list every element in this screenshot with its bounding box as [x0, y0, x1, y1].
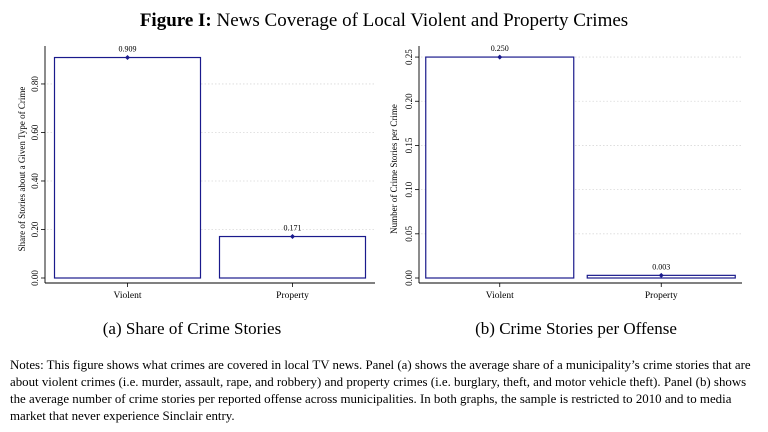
panel-b-caption: (b) Crime Stories per Offense: [475, 319, 677, 338]
panel-a-point-violent: [125, 55, 130, 61]
panel-b-ytick-label: 0.20: [404, 93, 414, 109]
panel-a-value-label-property: 0.171: [284, 224, 302, 233]
panel-a-value-label-violent: 0.909: [119, 45, 137, 54]
panel-b-ytick-label: 0.05: [404, 225, 414, 241]
figure-label: Figure I:: [139, 10, 212, 31]
panel-a-ytick-label: 0.00: [30, 270, 40, 286]
panel-b-ylabel: Number of Crime Stories per Crime: [389, 104, 399, 234]
panel-b-value-label-violent: 0.250: [491, 44, 509, 53]
figure-title: Figure I: News Coverage of Local Violent…: [0, 10, 768, 32]
panel-b-ytick-label: 0.15: [404, 137, 414, 153]
panel-a-xtick-label-violent: Violent: [114, 291, 142, 301]
panel-a-bar-violent: [53, 56, 202, 279]
panel-b-xtick-label-violent: Violent: [486, 291, 514, 301]
panel-a-xtick-label-property: Property: [276, 291, 309, 301]
panel-b-chart: 0.00 0.05 0.10 0.15 0.20 0.25 Number of Crime …: [389, 44, 742, 301]
panel-a-ytick-label: 0.40: [30, 173, 40, 189]
panel-b-point-violent: [497, 54, 503, 60]
panel-b-bar-violent: [425, 56, 575, 279]
panel-b-xtick-label-property: Property: [645, 291, 678, 301]
panel-b-ytick-label: 0.25: [404, 49, 414, 65]
panel-b-ytick-label: 0.00: [404, 270, 414, 286]
panel-a-ylabel: Share of Stories about a Given Type of C…: [17, 87, 27, 252]
panel-a-ytick-label: 0.60: [30, 124, 40, 140]
figure-title-text: News Coverage of Local Violent and Prope…: [216, 10, 629, 31]
figure-notes: Notes: This figure shows what crimes are…: [10, 358, 751, 423]
panel-a-point-property: [290, 234, 295, 240]
panel-a-ytick-label: 0.80: [30, 76, 40, 92]
panel-a-bar-property: [218, 235, 367, 279]
panel-b-value-label-property: 0.003: [652, 262, 670, 271]
panel-a-ytick-label: 0.20: [30, 221, 40, 237]
panel-b-ytick-label: 0.10: [404, 181, 414, 197]
panel-b-point-property: [658, 272, 664, 278]
panel-a-caption: (a) Share of Crime Stories: [102, 319, 282, 338]
